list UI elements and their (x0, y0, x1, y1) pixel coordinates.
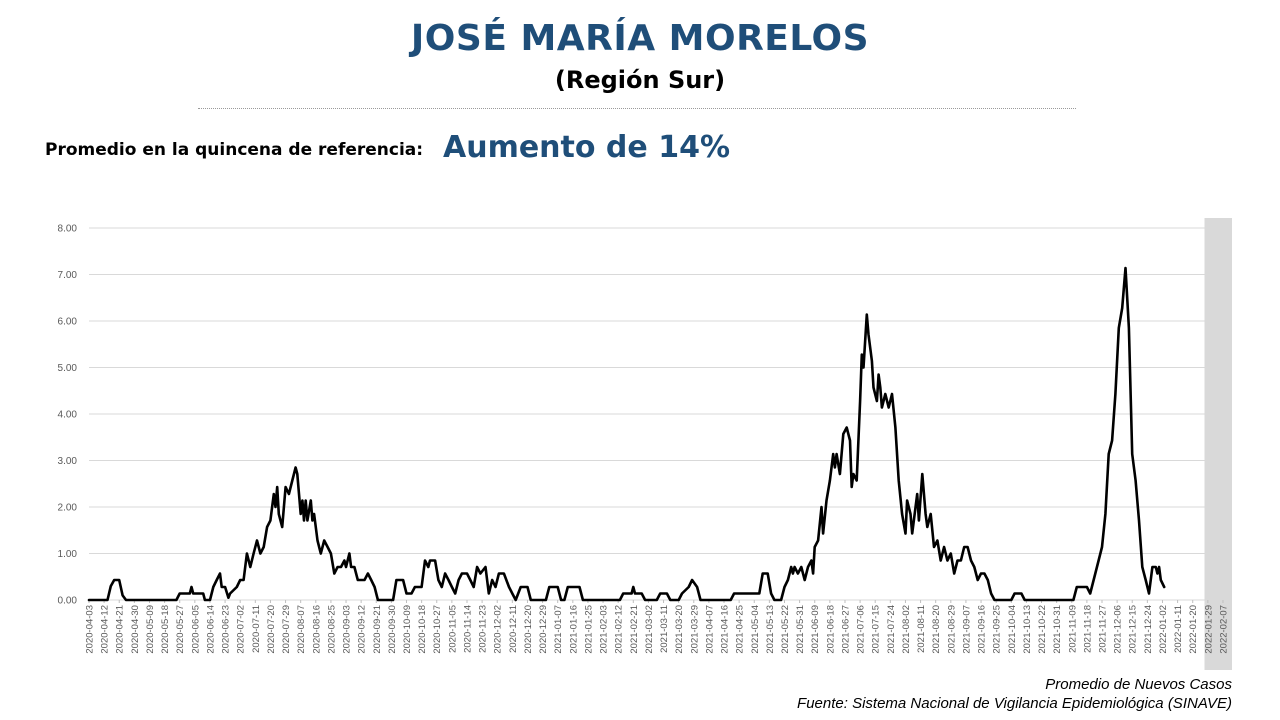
x-tick-label: 2020-08-25 (326, 605, 337, 654)
x-tick-label: 2021-01-07 (553, 605, 564, 654)
x-tick-label: 2021-05-22 (780, 605, 791, 654)
x-tick-label: 2021-10-04 (1007, 605, 1018, 654)
x-tick-label: 2022-01-02 (1158, 605, 1169, 654)
y-tick-label: 6.00 (58, 317, 78, 328)
y-tick-label: 8.00 (58, 224, 78, 235)
line-chart: 0.00 1.00 2.00 3.00 4.00 5.00 6.00 7.00 8.00 2020… (58, 218, 1232, 670)
x-tick-label: 2021-05-13 (765, 605, 776, 654)
x-tick-label: 2021-10-13 (1022, 605, 1033, 654)
x-tick-label: 2020-10-18 (417, 605, 428, 654)
x-tick-label: 2020-07-11 (251, 605, 262, 653)
y-tick-label: 7.00 (58, 270, 78, 281)
x-tick-label: 2020-06-14 (205, 605, 216, 654)
x-tick-label: 2020-07-20 (266, 605, 277, 654)
x-tick-label: 2021-08-02 (901, 605, 912, 654)
x-tick-label: 2020-11-23 (478, 605, 489, 653)
x-tick-label: 2021-11-09 (1067, 605, 1078, 653)
y-tick-label: 3.00 (58, 456, 78, 467)
series-note: Promedio de Nuevos Casos (1045, 676, 1232, 693)
x-tick-label: 2021-04-16 (720, 605, 731, 654)
x-tick-label: 2021-03-20 (674, 605, 685, 654)
x-tick-label: 2021-04-25 (735, 605, 746, 654)
y-tick-label: 0.00 (58, 596, 78, 607)
x-tick-label: 2021-03-29 (689, 605, 700, 654)
x-tick-label: 2021-12-06 (1113, 605, 1124, 654)
x-tick-label: 2020-10-09 (402, 605, 413, 654)
x-tick-label: 2021-02-03 (599, 605, 610, 654)
x-tick-label: 2020-11-05 (447, 605, 458, 653)
x-tick-label: 2021-08-20 (931, 605, 942, 654)
highlight-band (1204, 218, 1232, 670)
x-tick-label: 2020-12-20 (523, 605, 534, 654)
x-tick-label: 2021-08-29 (946, 605, 957, 654)
x-tick-label: 2021-07-24 (886, 605, 897, 654)
x-tick-label: 2021-08-11 (916, 605, 927, 653)
page-subtitle: (Región Sur) (554, 66, 726, 94)
x-tick-label: 2021-11-27 (1098, 605, 1109, 653)
x-tick-label: 2021-02-12 (614, 605, 625, 654)
x-tick-label: 2020-04-30 (130, 605, 141, 654)
x-tick-label: 2020-12-02 (493, 605, 504, 654)
reference-label: Promedio en la quincena de referencia: (45, 140, 424, 160)
x-tick-label: 2021-06-27 (840, 605, 851, 654)
page-title: JOSÉ MARÍA MORELOS (410, 18, 870, 59)
x-tick-label: 2021-07-06 (856, 605, 867, 654)
x-tick-label: 2021-09-07 (961, 605, 972, 654)
x-tick-label: 2021-10-31 (1052, 605, 1063, 654)
x-tick-label: 2021-04-07 (704, 605, 715, 654)
y-tick-label: 2.00 (58, 503, 78, 514)
x-tick-label: 2021-01-16 (568, 605, 579, 654)
x-tick-label: 2020-05-27 (175, 605, 186, 654)
x-tick-label: 2021-12-15 (1128, 605, 1139, 654)
x-tick-label: 2020-07-02 (236, 605, 247, 654)
x-tick-label: 2021-07-15 (871, 605, 882, 654)
x-tick-label: 2022-02-07 (1218, 605, 1229, 654)
x-tick-label: 2020-05-18 (160, 605, 171, 654)
y-tick-label: 4.00 (58, 410, 78, 421)
source-note: Fuente: Sistema Nacional de Vigilancia E… (797, 695, 1232, 712)
x-tick-label: 2020-04-03 (85, 605, 96, 654)
title-divider (198, 108, 1076, 109)
x-tick-label: 2020-11-14 (462, 605, 473, 653)
x-tick-label: 2022-01-29 (1203, 605, 1214, 654)
x-tick-label: 2020-10-27 (432, 605, 443, 654)
x-tick-label: 2021-01-25 (583, 605, 594, 654)
x-tick-label: 2020-04-21 (115, 605, 126, 654)
y-tick-label: 5.00 (58, 363, 78, 374)
x-tick-label: 2020-05-09 (145, 605, 156, 654)
x-tick-label: 2020-08-16 (311, 605, 322, 654)
x-tick-label: 2020-09-12 (357, 605, 368, 654)
x-tick-label: 2020-06-05 (190, 605, 201, 654)
x-tick-label: 2021-09-25 (992, 605, 1003, 654)
x-tick-label: 2021-05-04 (750, 605, 761, 654)
y-tick-label: 1.00 (58, 549, 78, 560)
x-tick-label: 2020-12-29 (538, 605, 549, 654)
x-tick-label: 2020-12-11 (508, 605, 519, 653)
x-tick-label: 2020-06-23 (221, 605, 232, 654)
x-tick-label: 2021-10-22 (1037, 605, 1048, 654)
x-tick-label: 2020-09-21 (372, 605, 383, 654)
x-tick-label: 2022-01-20 (1188, 605, 1199, 654)
x-tick-label: 2021-11-18 (1082, 605, 1093, 653)
x-tick-label: 2020-04-12 (100, 605, 111, 654)
x-tick-label: 2021-06-09 (810, 605, 821, 654)
x-tick-label: 2021-03-11 (659, 605, 670, 653)
x-tick-label: 2022-01-11 (1173, 605, 1184, 653)
x-tick-label: 2021-03-02 (644, 605, 655, 654)
x-tick-label: 2020-09-30 (387, 605, 398, 654)
x-tick-label: 2020-08-07 (296, 605, 307, 654)
x-tick-label: 2020-07-29 (281, 605, 292, 654)
x-tick-label: 2021-02-21 (629, 605, 640, 654)
x-tick-label: 2020-09-03 (342, 605, 353, 654)
reference-value: Aumento de 14% (443, 130, 731, 165)
x-tick-label: 2021-09-16 (977, 605, 988, 654)
x-tick-label: 2021-12-24 (1143, 605, 1154, 654)
series-line (87, 266, 1166, 602)
x-tick-label: 2021-05-31 (795, 605, 806, 654)
x-tick-label: 2021-06-18 (825, 605, 836, 654)
